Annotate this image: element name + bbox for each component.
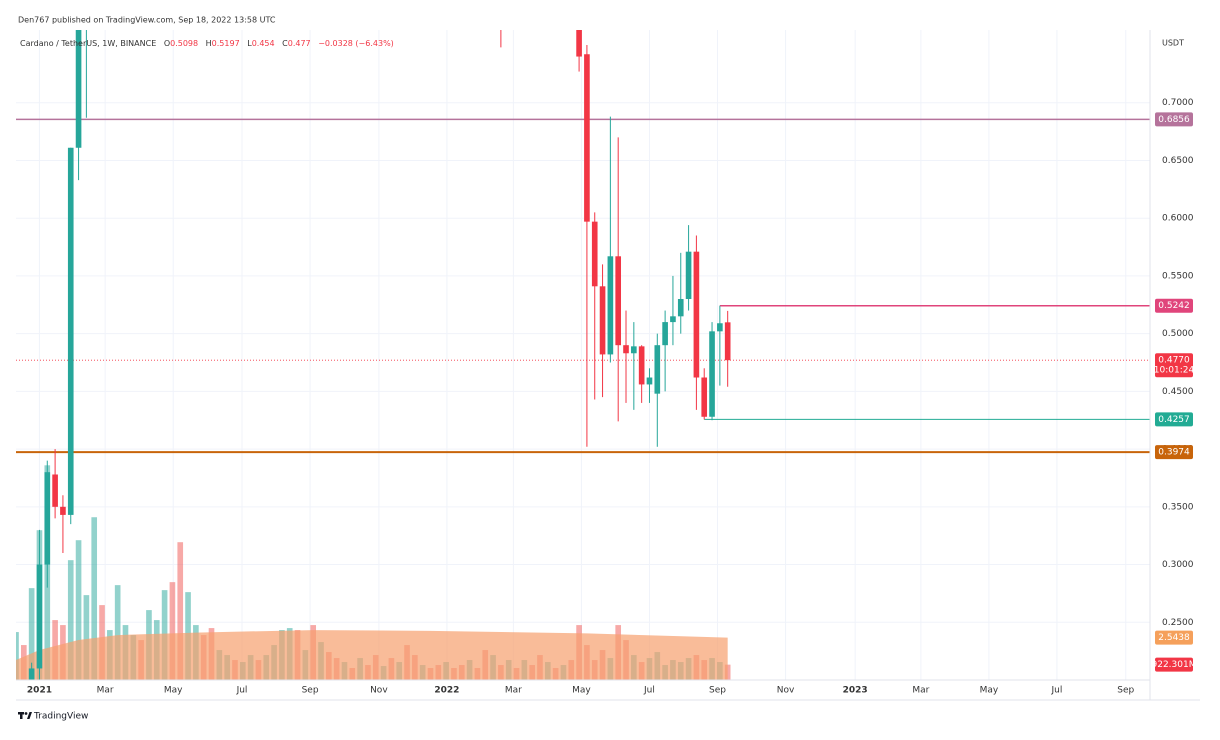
legend-high: 0.5197 (212, 39, 240, 48)
x-tick-label: Nov (370, 686, 388, 696)
candle-body (677, 299, 684, 317)
volume-bar (75, 540, 82, 680)
volume-bar (67, 560, 74, 680)
y-tick-label: 0.3500 (1162, 502, 1194, 512)
y-tick-label: 0.2500 (1162, 618, 1194, 628)
x-tick-label: 2023 (843, 686, 868, 696)
level-label: 0.6856 (1158, 115, 1190, 125)
x-tick-label: Mar (912, 686, 929, 696)
x-tick-label: Sep (1117, 686, 1134, 696)
legend-key: C (282, 39, 288, 48)
currency-label: USDT (1162, 39, 1184, 48)
y-tick-label: 0.5500 (1162, 271, 1194, 281)
y-tick-label: 0.4500 (1162, 387, 1194, 397)
x-tick-label: Sep (302, 686, 319, 696)
candle-body (670, 316, 676, 323)
x-tick-label: Mar (97, 686, 114, 696)
candle-body (709, 331, 715, 417)
candle-body (52, 474, 58, 507)
legend: Cardano / TetherUS, 1W, BINANCE O0.5098 … (20, 39, 394, 48)
x-tick-label: Jul (643, 686, 655, 696)
x-tick-label: 2021 (27, 686, 52, 696)
x-tick-label: Mar (505, 686, 522, 696)
brand-name: TradingView (33, 712, 88, 722)
volume-bar (177, 542, 184, 680)
countdown: 10:01:24 (1154, 366, 1195, 376)
level-label-bg (1155, 445, 1193, 460)
candle-body (701, 377, 708, 417)
candle-body (584, 54, 590, 222)
legend-close: 0.477 (288, 39, 311, 48)
volume-ma-area (16, 630, 728, 680)
x-tick-label: 2022 (434, 686, 459, 696)
y-tick-label: 0.3000 (1162, 560, 1194, 570)
candle-body (638, 346, 645, 385)
volume-bar (28, 588, 35, 680)
candle-body (646, 377, 653, 385)
level-label: 0.3974 (1158, 448, 1190, 458)
y-tick-label: 0.6500 (1162, 156, 1194, 166)
candle-body (28, 668, 35, 680)
volume-bar (16, 632, 19, 680)
candle-body (717, 323, 723, 332)
level-label-bg (1155, 112, 1193, 127)
last-price-label: 0.4770 (1158, 356, 1190, 366)
x-tick-label: May (164, 686, 183, 696)
candles (28, 30, 731, 680)
legend-change: −0.0328 (−6.43%) (318, 39, 394, 48)
x-tick-label: May (572, 686, 591, 696)
axes: 0.25000.30000.35000.40000.45000.50000.55… (27, 98, 1197, 695)
x-tick-label: Jul (236, 686, 248, 696)
candle-body (662, 322, 668, 346)
level-label-bg (1155, 298, 1193, 313)
y-tick-label: 0.6000 (1162, 214, 1194, 224)
candle-body (607, 256, 614, 355)
candle-body (67, 147, 74, 515)
level-label: 0.5242 (1158, 301, 1190, 311)
volume-pane (16, 465, 731, 680)
volume-label-bg (1155, 657, 1193, 672)
candle-body (591, 221, 598, 287)
brand-logo (18, 712, 32, 719)
candle-body (623, 345, 629, 354)
volume-label: 922.301M (1152, 660, 1197, 670)
x-tick-label: May (980, 686, 999, 696)
legend-low: 0.454 (252, 39, 275, 48)
volume-bar (169, 582, 176, 680)
volume-bar (83, 595, 90, 680)
candle-body (75, 30, 82, 148)
x-tick-label: Sep (709, 686, 726, 696)
level-label: 0.4257 (1158, 415, 1190, 425)
legend-key: L (247, 39, 252, 48)
candle-body (599, 286, 606, 355)
volume-bar (114, 585, 121, 680)
level-label-bg (1155, 412, 1193, 427)
y-tick-label: 0.7000 (1162, 98, 1194, 108)
candle-body (44, 472, 51, 565)
legend-key: H (206, 39, 212, 48)
symbol-title: Cardano / TetherUS, 1W, BINANCE (20, 39, 156, 48)
candle-body (631, 346, 637, 354)
candle-body (693, 251, 700, 378)
legend-open: 0.5098 (170, 39, 198, 48)
published-note: Den767 published on TradingView.com, Sep… (18, 16, 276, 25)
volume-bar (91, 517, 98, 680)
candle-body (576, 30, 582, 57)
levels (16, 118, 1150, 454)
candle-body (685, 251, 692, 300)
legend-key: O (164, 39, 170, 48)
last-price-label-bg (1155, 353, 1193, 378)
candle-body (654, 345, 661, 394)
volume-label-bg (1155, 630, 1193, 645)
volume-label: 2.5438 (1158, 633, 1190, 643)
x-tick-label: Jul (1051, 686, 1063, 696)
candle-body (724, 322, 731, 361)
candle-body (60, 506, 66, 515)
x-tick-label: Nov (777, 686, 795, 696)
y-tick-label: 0.5000 (1162, 329, 1194, 339)
candle-body (36, 564, 43, 669)
candle-body (615, 256, 622, 346)
